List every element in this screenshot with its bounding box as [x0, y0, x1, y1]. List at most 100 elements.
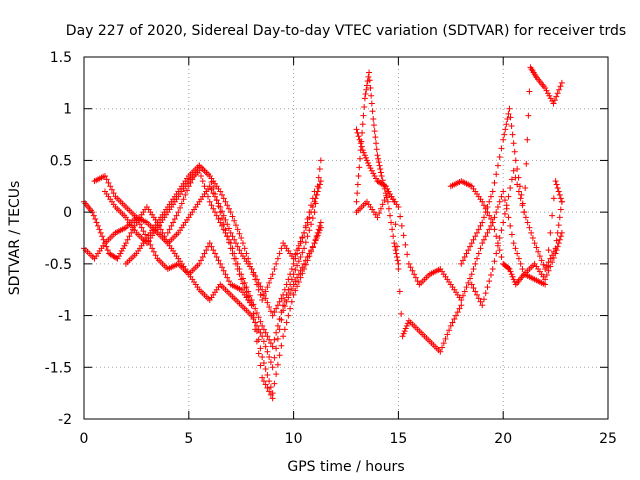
data-point	[287, 305, 294, 312]
data-point	[257, 345, 264, 352]
data-point	[489, 266, 496, 273]
x-tick-label: 5	[184, 431, 193, 447]
data-point	[515, 255, 522, 262]
data-point	[246, 297, 253, 304]
data-point	[201, 250, 208, 257]
data-point	[292, 251, 299, 258]
data-point	[276, 250, 283, 257]
data-point	[217, 260, 224, 267]
data-point	[317, 224, 324, 231]
data-point	[101, 172, 108, 179]
data-point	[543, 87, 550, 94]
data-track	[468, 167, 565, 309]
data-point	[239, 280, 246, 287]
data-point	[93, 219, 100, 226]
data-point	[252, 305, 259, 312]
data-point	[524, 136, 531, 143]
data-point	[403, 322, 410, 329]
data-point	[409, 267, 416, 274]
data-point	[317, 219, 324, 226]
data-point	[393, 250, 400, 257]
data-point	[493, 233, 500, 240]
data-point	[357, 140, 364, 147]
data-point	[525, 112, 532, 119]
data-point	[379, 201, 386, 208]
data-point	[491, 179, 498, 186]
data-point	[517, 195, 524, 202]
data-point	[152, 252, 159, 259]
data-point	[542, 281, 549, 288]
data-point	[253, 309, 260, 316]
data-point	[185, 183, 192, 190]
data-point	[264, 348, 271, 355]
y-tick-label: 1	[63, 102, 72, 118]
data-point	[361, 95, 368, 102]
data-point	[498, 145, 505, 152]
data-point	[234, 243, 241, 250]
data-point	[308, 221, 315, 228]
data-point	[549, 212, 556, 219]
data-point	[224, 274, 231, 281]
data-point	[365, 160, 372, 167]
data-point	[556, 214, 563, 221]
data-point	[201, 183, 208, 190]
data-point	[544, 90, 551, 97]
data-point	[484, 229, 491, 236]
data-point	[542, 266, 549, 273]
chart-title: Day 227 of 2020, Sidereal Day-to-day VTE…	[66, 23, 626, 39]
data-point	[288, 285, 295, 292]
data-point	[507, 114, 514, 121]
data-point	[477, 245, 484, 252]
data-point	[115, 253, 122, 260]
data-point	[253, 281, 260, 288]
data-point	[285, 286, 292, 293]
data-point	[512, 174, 519, 181]
y-axis-label: SDTVAR / TECUs	[7, 181, 23, 296]
x-tick-label: 25	[599, 431, 617, 447]
data-point	[503, 121, 510, 128]
data-point	[164, 229, 171, 236]
data-point	[184, 187, 191, 194]
data-point	[363, 82, 370, 89]
data-point	[210, 185, 217, 192]
data-point	[511, 148, 518, 155]
data-point	[538, 257, 545, 264]
data-point	[266, 303, 273, 310]
data-point	[392, 247, 399, 254]
data-point	[246, 260, 253, 267]
data-point	[551, 97, 558, 104]
data-point	[377, 205, 384, 212]
data-point	[507, 268, 514, 275]
data-point	[308, 248, 315, 255]
data-point	[239, 240, 246, 247]
data-point	[396, 288, 403, 295]
data-point	[317, 157, 324, 164]
data-point	[90, 212, 97, 219]
data-point	[280, 333, 287, 340]
data-point	[269, 271, 276, 278]
data-point	[218, 215, 225, 222]
data-point	[557, 195, 564, 202]
data-point	[255, 286, 262, 293]
data-point	[439, 344, 446, 351]
data-point	[271, 354, 278, 361]
data-point	[475, 295, 482, 302]
data-point	[486, 198, 493, 205]
data-point	[470, 236, 477, 243]
data-point	[547, 229, 554, 236]
data-point	[368, 167, 375, 174]
data-point	[292, 266, 299, 273]
data-point	[557, 206, 564, 213]
data-point	[370, 116, 377, 123]
data-point	[508, 231, 515, 238]
data-point	[264, 299, 271, 306]
data-point	[547, 263, 554, 270]
data-point	[487, 216, 494, 223]
data-point	[370, 122, 377, 129]
data-point	[512, 245, 519, 252]
data-point	[390, 233, 397, 240]
data-point	[477, 222, 484, 229]
data-point	[166, 226, 173, 233]
data-point	[486, 278, 493, 285]
